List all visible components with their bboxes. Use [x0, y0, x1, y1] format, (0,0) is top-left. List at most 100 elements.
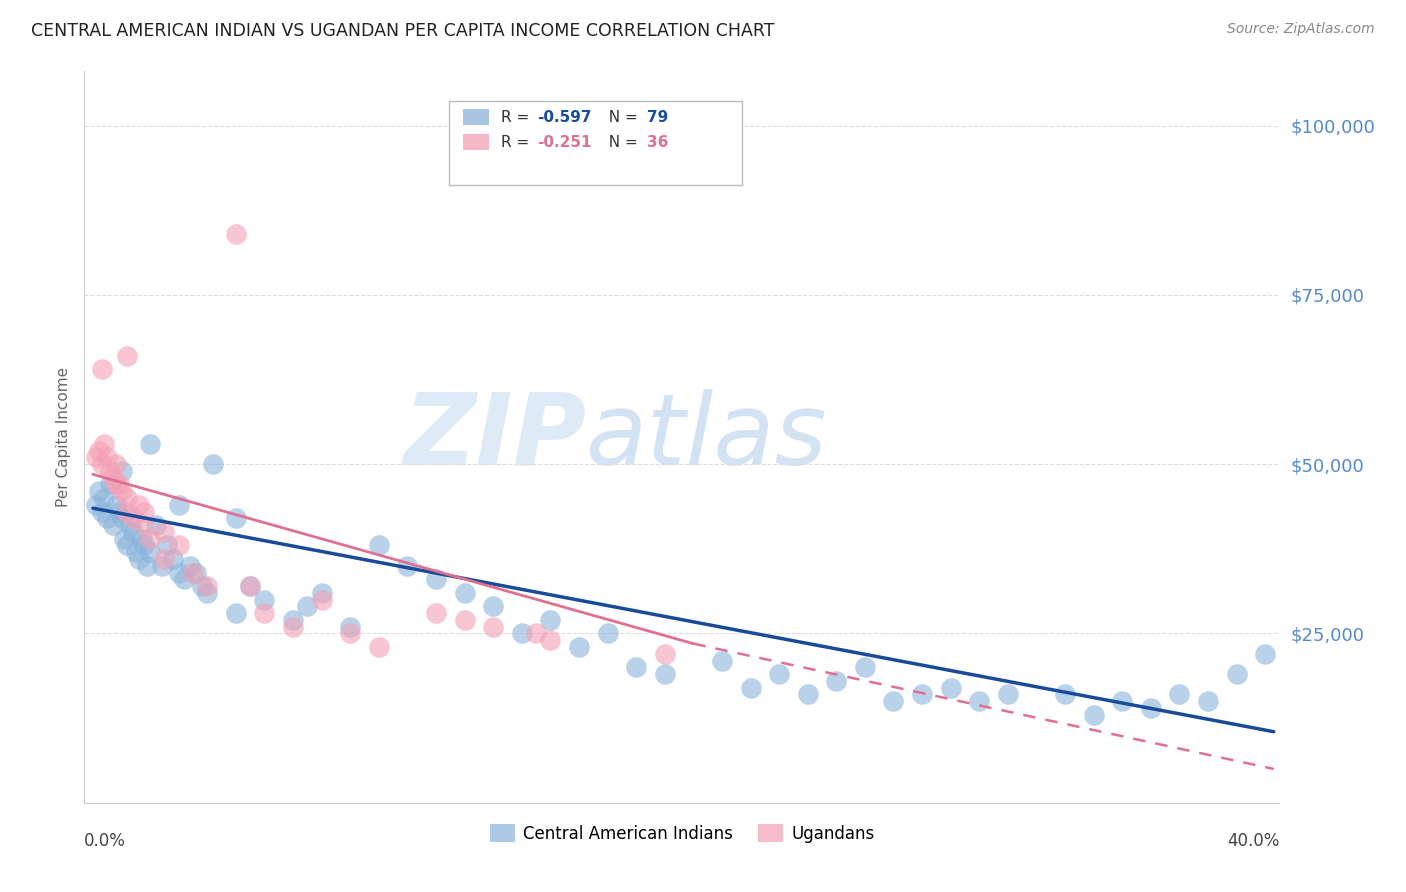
Point: [311, 586, 333, 600]
Point: [117, 505, 139, 519]
Point: [195, 579, 218, 593]
Point: [112, 532, 135, 546]
Text: CENTRAL AMERICAN INDIAN VS UGANDAN PER CAPITA INCOME CORRELATION CHART: CENTRAL AMERICAN INDIAN VS UGANDAN PER C…: [31, 22, 775, 40]
Point: [167, 566, 190, 580]
Point: [153, 524, 176, 539]
Point: [104, 498, 127, 512]
Point: [425, 572, 447, 586]
Point: [253, 592, 276, 607]
Point: [538, 613, 561, 627]
Point: [1168, 688, 1191, 702]
Point: [1197, 694, 1219, 708]
Point: [117, 491, 139, 505]
Point: [1225, 667, 1247, 681]
Point: [1139, 701, 1161, 715]
Point: [125, 545, 148, 559]
Point: [162, 552, 184, 566]
Point: [225, 227, 247, 241]
Point: [882, 694, 904, 708]
Point: [139, 532, 162, 546]
Point: [136, 558, 159, 573]
Y-axis label: Per Capita Income: Per Capita Income: [56, 367, 72, 508]
Point: [1083, 707, 1105, 722]
FancyBboxPatch shape: [449, 101, 742, 185]
Point: [768, 667, 790, 681]
Point: [110, 464, 132, 478]
Point: [122, 524, 145, 539]
Point: [87, 484, 110, 499]
Point: [122, 511, 145, 525]
Point: [93, 491, 115, 505]
Point: [281, 620, 304, 634]
Text: ZIP: ZIP: [404, 389, 586, 485]
Point: [396, 558, 419, 573]
Point: [654, 647, 676, 661]
Point: [225, 606, 247, 620]
Text: 40.0%: 40.0%: [1227, 832, 1279, 850]
Point: [90, 362, 112, 376]
Point: [453, 613, 475, 627]
Text: 0.0%: 0.0%: [84, 832, 127, 850]
Point: [173, 572, 195, 586]
Point: [253, 606, 276, 620]
Point: [1254, 647, 1277, 661]
Point: [1053, 688, 1076, 702]
Point: [98, 464, 121, 478]
Point: [538, 633, 561, 648]
Point: [524, 626, 547, 640]
Point: [134, 538, 156, 552]
Text: 36: 36: [647, 135, 669, 150]
Text: Source: ZipAtlas.com: Source: ZipAtlas.com: [1227, 22, 1375, 37]
Point: [104, 477, 127, 491]
Point: [654, 667, 676, 681]
Point: [120, 518, 142, 533]
Point: [84, 450, 107, 465]
Text: -0.597: -0.597: [537, 110, 592, 125]
Point: [967, 694, 990, 708]
Point: [568, 640, 591, 654]
Point: [202, 457, 225, 471]
Text: R =: R =: [502, 135, 534, 150]
Point: [596, 626, 619, 640]
Point: [128, 552, 150, 566]
Point: [190, 579, 212, 593]
Point: [239, 579, 262, 593]
Bar: [463, 135, 489, 151]
Text: 79: 79: [647, 110, 668, 125]
Legend: Central American Indians, Ugandans: Central American Indians, Ugandans: [482, 818, 882, 849]
Point: [117, 349, 139, 363]
Point: [84, 498, 107, 512]
Point: [624, 660, 647, 674]
Point: [825, 673, 848, 688]
Point: [297, 599, 319, 614]
Point: [281, 613, 304, 627]
Point: [104, 457, 127, 471]
Point: [131, 532, 153, 546]
Point: [107, 505, 129, 519]
Text: atlas: atlas: [586, 389, 828, 485]
Point: [339, 626, 361, 640]
Point: [179, 558, 201, 573]
Point: [117, 538, 139, 552]
Point: [367, 640, 389, 654]
Point: [911, 688, 934, 702]
Point: [740, 681, 762, 695]
Point: [225, 511, 247, 525]
Point: [110, 511, 132, 525]
Point: [453, 586, 475, 600]
Bar: [463, 110, 489, 126]
Point: [107, 477, 129, 491]
Point: [339, 620, 361, 634]
Point: [853, 660, 876, 674]
Point: [195, 586, 218, 600]
Text: N =: N =: [599, 110, 643, 125]
Point: [139, 545, 162, 559]
Point: [96, 450, 118, 465]
Point: [96, 511, 118, 525]
Point: [110, 484, 132, 499]
Point: [153, 552, 176, 566]
Point: [167, 538, 190, 552]
Point: [128, 498, 150, 512]
Point: [181, 566, 204, 580]
Point: [145, 518, 167, 533]
